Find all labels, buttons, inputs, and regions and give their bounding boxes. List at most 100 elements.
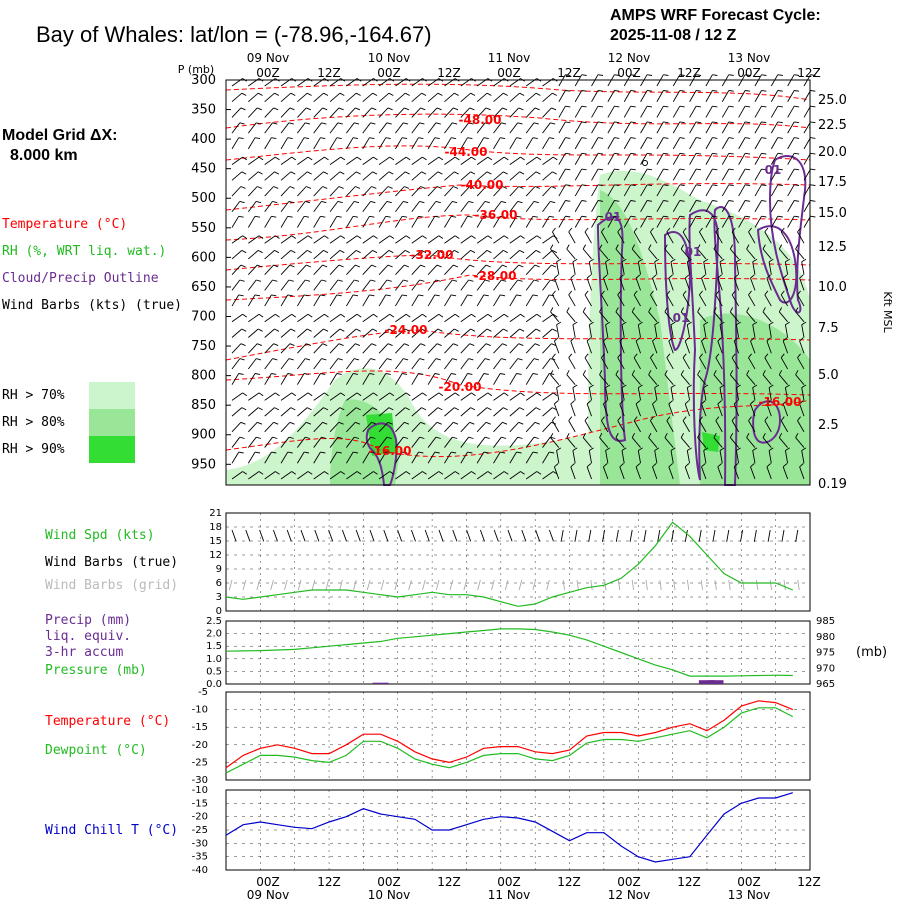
wind-barb-flag: [305, 279, 311, 282]
wind-barb-flag: [354, 358, 360, 361]
wind-barb: [231, 216, 240, 228]
wind-barb-flag: [703, 321, 709, 326]
wind-barb: [509, 373, 517, 385]
wind-barb: [640, 153, 648, 165]
wind-barb: [313, 216, 321, 228]
wind-barb-flag: [668, 400, 673, 405]
wind-barb-grid: [769, 579, 773, 591]
wind-barb-flag: [650, 290, 654, 296]
wind-barb-flag: [436, 107, 442, 111]
time-label-top: 12Z: [317, 66, 341, 80]
wind-barb-flag: [520, 313, 525, 318]
wind-barb: [633, 294, 641, 307]
wind-ytick: 12: [209, 550, 222, 561]
wind-barb: [797, 420, 805, 433]
wind-barb: [427, 156, 440, 165]
wind-barb: [666, 357, 674, 370]
wind-barb-flag: [768, 321, 774, 326]
wind-barb: [582, 248, 592, 260]
wind-barb: [652, 403, 658, 417]
wind-barb-flag: [745, 184, 751, 186]
wind-barb: [556, 387, 560, 401]
wind-barb: [738, 184, 746, 197]
wind-barb: [264, 107, 274, 118]
wind-barb: [476, 201, 486, 213]
wind-barb-true: [355, 529, 361, 542]
wind-barb-flag: [370, 122, 376, 125]
wind-barb-flag: [271, 294, 277, 297]
cloud-outline-label: 01: [765, 163, 782, 177]
wind-barb: [297, 250, 308, 260]
wind-barb-flag: [403, 358, 409, 361]
wind-barb: [313, 171, 324, 181]
wind-barb-flag: [630, 168, 636, 171]
wind-barb-flag: [257, 171, 263, 175]
wind-barb: [574, 137, 583, 150]
wind-barb: [803, 137, 811, 150]
wind-barb-flag: [670, 384, 676, 388]
wind-barb-flag: [353, 451, 359, 454]
wind-barb-flag: [570, 274, 575, 279]
wind-barb: [672, 200, 681, 212]
wind-barb: [362, 156, 374, 165]
wind-barb: [666, 420, 674, 433]
wind-barb-flag: [451, 451, 457, 454]
wind-barb-true: [424, 529, 430, 542]
wind-barb-flag: [728, 200, 734, 202]
wind-barb-flag: [289, 343, 295, 347]
wind-barb: [509, 250, 520, 260]
wind-barb: [313, 201, 322, 213]
date-label-bottom: 09 Nov: [247, 888, 290, 900]
wind-barb: [247, 294, 256, 307]
wind-barb-flag: [454, 250, 459, 254]
wind-barb-flag: [599, 307, 603, 313]
wind-barb: [553, 466, 560, 480]
wind-barb: [297, 436, 306, 448]
wind-barb-flag: [581, 74, 587, 76]
wind-barb-flag: [435, 200, 441, 204]
wind-barb-flag: [647, 105, 653, 108]
wind-barb-flag: [552, 353, 556, 358]
wind-barb-flag: [388, 92, 394, 96]
wind-barb-flag: [503, 313, 509, 318]
wind-barb-flag: [320, 215, 326, 218]
wind-barb-flag: [254, 451, 261, 454]
wind-barb-flag: [794, 215, 800, 218]
wind-barb-flag: [648, 432, 652, 438]
wind-barb: [280, 313, 292, 323]
wind-barb: [444, 358, 453, 370]
pressure-tick-label: 650: [191, 280, 216, 295]
wind-barb: [601, 420, 609, 433]
wind-barb: [591, 215, 599, 228]
wind-barb-flag: [810, 168, 816, 171]
wind-barb: [280, 122, 290, 134]
wind-barb: [699, 357, 707, 370]
wind-barb-flag: [810, 200, 816, 202]
wind-barb-flag: [799, 337, 804, 342]
wind-barb-flag: [503, 156, 509, 161]
wind-barb: [607, 168, 615, 181]
wind-barb-flag: [484, 358, 490, 361]
wind-barb-flag: [768, 447, 774, 451]
wind-barb-flag: [670, 321, 676, 326]
wind-barb-flag: [745, 90, 751, 92]
wind-barb-true: [698, 529, 702, 542]
wind-barb: [460, 107, 471, 118]
wind-barb-flag: [797, 227, 801, 233]
wind-barb: [264, 186, 274, 197]
pressure-tick-label: 450: [191, 162, 216, 177]
wind-barb: [296, 216, 305, 228]
wind-barb-flag: [467, 373, 473, 375]
wind-barb: [656, 137, 664, 150]
wind-barb: [378, 421, 389, 433]
wind-barb-flag: [728, 74, 734, 76]
wind-barb-flag: [748, 227, 752, 233]
wind-barb-flag: [668, 463, 673, 468]
wind-barb-flag: [532, 451, 538, 454]
wind-barb-flag: [500, 137, 506, 140]
wind-barb-flag: [436, 264, 442, 268]
wind-barb: [264, 122, 273, 134]
wind-barb: [617, 420, 625, 433]
wind-barb-flag: [336, 451, 342, 454]
wind-barb-flag: [534, 421, 540, 425]
